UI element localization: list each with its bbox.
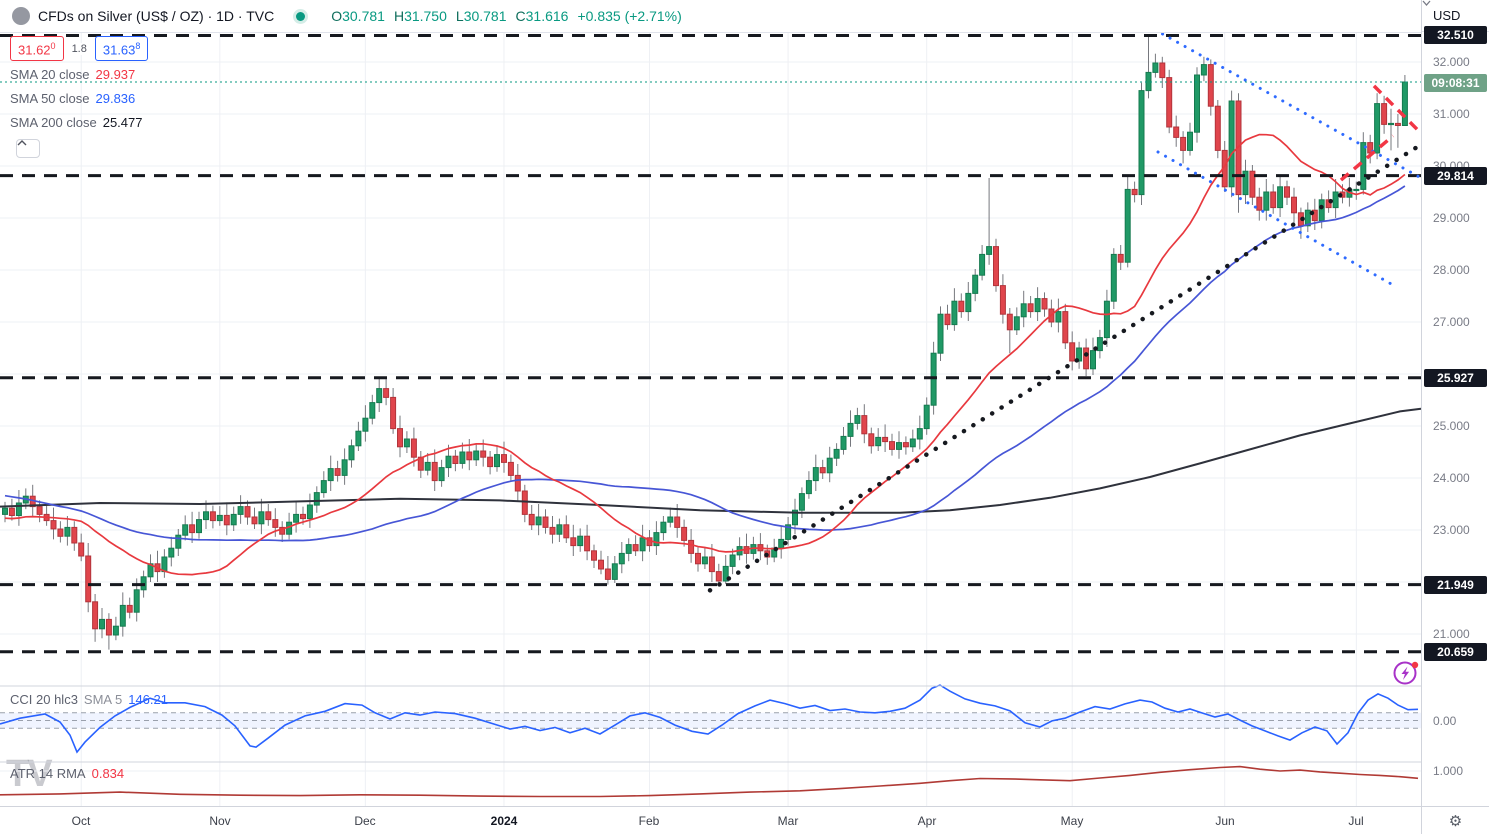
time-axis[interactable]: Oct Nov Dec 2024 Feb Mar Apr May Jun Jul [0,806,1421,834]
chevron-down-icon [1422,0,1431,6]
price-tick: 32.000 [1433,55,1470,69]
price-tick: 31.000 [1433,107,1470,121]
market-status-icon[interactable] [296,11,306,21]
ohlc-value: L30.781 [455,8,507,24]
legend-name: SMA 200 close [10,115,97,130]
ohlc-value: C31.616 [515,8,569,24]
indicator-value: 146.21 [128,692,168,707]
indicator-name: CCI 20 hlc3 [10,692,78,707]
axis-settings-corner[interactable]: ⚙ [1421,806,1489,834]
legend-sma-row[interactable]: SMA 20 close 29.937 [10,67,135,82]
legend-value: 25.477 [102,115,143,130]
time-axis-label: 2024 [490,814,518,828]
ohlc-readout: O30.781 H31.750 L30.781 C31.616 +0.835 (+2.7… [331,8,682,24]
price-tick: 23.000 [1433,523,1470,537]
legend-sma-row[interactable]: SMA 50 close 29.836 [10,91,135,106]
atr-indicator-label[interactable]: ATR 14 RMA 0.834 [10,766,124,781]
currency-selected: USD [1433,8,1461,23]
ohlc-value: H31.750 [393,8,447,24]
legend-value: 29.937 [95,67,136,82]
level-price-label: 32.510 [1424,26,1487,44]
top-toolbar: CFDs on Silver (US$ / OZ) · 1D · TVC O30… [0,0,1421,33]
time-axis-label: Jun [1215,814,1235,828]
price-tick: 27.000 [1433,315,1470,329]
atr-scale-tick: 1.000 [1433,764,1464,778]
indicator-value: 0.834 [91,766,125,781]
level-price-label: 25.927 [1424,369,1487,387]
gear-icon[interactable]: ⚙ [1448,812,1463,830]
indicator-name: ATR 14 RMA [10,766,86,781]
legend-collapse-button[interactable] [16,139,40,158]
time-axis-label: Mar [777,814,799,828]
tradingview-watermark: TV [6,753,53,795]
bid-ask-row: 31.620 1.8 31.638 [10,36,149,62]
time-axis-label: Jul [1348,814,1364,828]
level-price-label: 20.659 [1424,643,1487,661]
countdown-label: 09:08:31 [1424,74,1487,92]
level-price-label: 29.814 [1424,167,1487,185]
legend-value: 29.836 [95,91,136,106]
candles [2,35,1408,650]
ohlc-value: O30.781 [331,8,385,24]
cci-indicator-label[interactable]: CCI 20 hlc3 SMA 5 146.21 [10,692,168,707]
flash-boost-icon[interactable] [1391,658,1421,688]
symbol-logo-icon [1,1,30,25]
price-tick: 21.000 [1433,627,1470,641]
price-tick: 28.000 [1433,263,1470,277]
time-axis-label: Oct [71,814,91,828]
change-value: +0.835 (+2.71%) [577,8,682,24]
time-axis-label: Nov [209,814,231,828]
symbol-title[interactable]: CFDs on Silver (US$ / OZ) · 1D · TVC [38,8,275,24]
legend-name: SMA 50 close [10,91,90,106]
level-price-label: 21.949 [1424,576,1487,594]
time-axis-label: Dec [354,814,376,828]
price-tick: 24.000 [1433,471,1470,485]
time-axis-label: Apr [917,814,937,828]
ask-price-chip[interactable]: 31.638 [94,36,149,62]
legend-name: SMA 20 close [10,67,90,82]
price-scale[interactable]: USD 32.000 31.000 30.000 29.000 28.000 27.000… [1421,0,1489,834]
cci-scale-tick: 0.00 [1433,714,1457,728]
time-axis-label: May [1060,814,1084,828]
price-tick: 25.000 [1433,419,1470,433]
legend-sma-row[interactable]: SMA 200 close 25.477 [10,115,142,130]
price-tick: 29.000 [1433,211,1470,225]
indicator-name: SMA 5 [83,692,123,707]
time-axis-label: Feb [638,814,660,828]
spread-value: 1.8 [68,42,90,55]
bid-price-chip[interactable]: 31.620 [10,36,64,62]
